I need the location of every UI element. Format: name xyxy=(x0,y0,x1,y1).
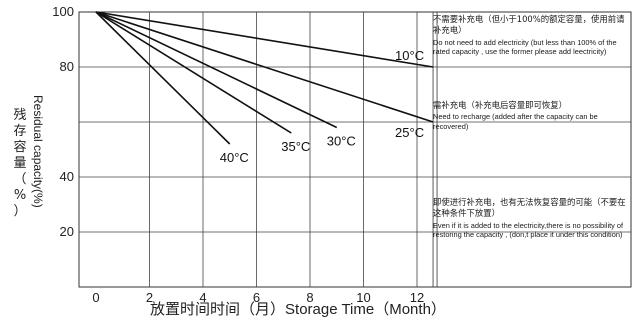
series-lines xyxy=(95,11,434,145)
zone-note-en: Do not need to add electricity (but less… xyxy=(433,37,617,57)
zone-note-cn: 即使进行补充电，也有无法恢复容量的可能（不要在这种条件下放置） xyxy=(433,197,626,219)
grid-lines xyxy=(78,11,632,288)
y-tick-label: 20 xyxy=(60,224,74,239)
x-tick-label: 4 xyxy=(199,290,206,305)
tick-labels: 0 2 4 6 8 10 12 100 80 40 20 xyxy=(52,4,424,305)
zone-note-cn: 不需要补充电（但小于100%的额定容量，使用前请补充电） xyxy=(433,14,625,36)
series-label: 10°C xyxy=(395,48,424,63)
y-tick-label: 40 xyxy=(60,169,74,184)
zone-no-recharge-note: 不需要补充电（但小于100%的额定容量，使用前请补充电） Do not need… xyxy=(433,14,631,57)
x-tick-label: 2 xyxy=(146,290,153,305)
zone-unrecoverable-note: 即使进行补充电，也有无法恢复容量的可能（不要在这种条件下放置） Even if … xyxy=(433,197,631,240)
x-axis-label: 放置时间时间（月）Storage Time（Month） xyxy=(150,298,570,319)
y-tick-label: 100 xyxy=(52,4,74,19)
series-label: 35°C xyxy=(281,139,310,154)
x-axis-label-cn: 放置时间时间（月） xyxy=(150,300,286,318)
y-tick-label: 80 xyxy=(60,59,74,74)
series-line xyxy=(95,11,231,145)
x-tick-label: 12 xyxy=(410,290,424,305)
series-label: 40°C xyxy=(220,150,249,165)
y-axis-label-en: Residual capacity(%) xyxy=(31,95,45,208)
series-line xyxy=(95,11,292,134)
series-line xyxy=(95,11,338,129)
x-tick-label: 0 xyxy=(92,290,99,305)
x-tick-label: 6 xyxy=(253,290,260,305)
x-axis-label-en: Storage Time（Month） xyxy=(285,301,446,318)
zone-note-cn: 需补充电（补充电后容量即可恢复） xyxy=(433,100,567,110)
zone-note-en: Need to recharge (added after the capaci… xyxy=(433,112,598,132)
x-tick-label: 10 xyxy=(356,290,370,305)
series-label: 30°C xyxy=(327,134,356,149)
y-axis-label-cn: 残存容量（%） xyxy=(13,108,27,219)
plot-frame xyxy=(78,11,632,288)
zone-recharge-note: 需补充电（补充电后容量即可恢复） Need to recharge (added… xyxy=(433,100,631,132)
series-labels: 10°C 25°C 30°C 35°C 40°C xyxy=(220,48,424,165)
series-label: 25°C xyxy=(395,125,424,140)
series-line xyxy=(95,11,434,68)
zone-note-en: Even if it is added to the electricity,t… xyxy=(433,220,624,240)
x-tick-label: 8 xyxy=(306,290,313,305)
series-line xyxy=(95,11,434,123)
